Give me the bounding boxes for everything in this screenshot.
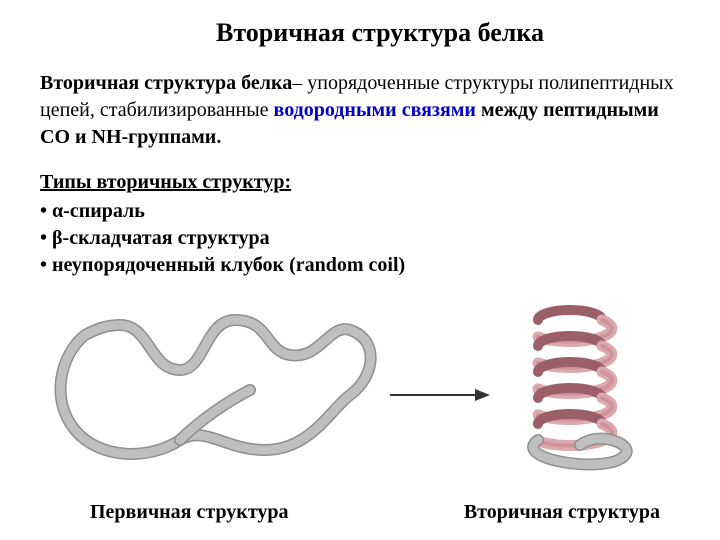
page-title: Вторичная структура белка	[80, 18, 680, 48]
list-item-label: β-складчатая структура	[52, 227, 270, 249]
protein-structure-illustration	[30, 300, 690, 500]
caption-secondary: Вторичная структура	[464, 501, 660, 524]
definition-lead: Вторичная структура белка	[40, 72, 292, 94]
list-item: • β-складчатая структура	[40, 225, 680, 252]
list-item: • α-спираль	[40, 198, 680, 225]
list-item-label: α-спираль	[52, 200, 145, 222]
types-heading: Типы вторичных структур:	[40, 171, 680, 194]
caption-primary: Первичная структура	[90, 501, 289, 524]
list-item: • неупорядоченный клубок (random coil)	[40, 252, 680, 279]
list-item-label: неупорядоченный клубок (random coil)	[52, 254, 405, 276]
figure	[30, 300, 690, 500]
types-list: • α-спираль • β-складчатая структура • н…	[40, 198, 680, 279]
definition-hbond: водородными связями	[274, 99, 476, 121]
definition-block: Вторичная структура белка– упорядоченные…	[40, 70, 680, 151]
